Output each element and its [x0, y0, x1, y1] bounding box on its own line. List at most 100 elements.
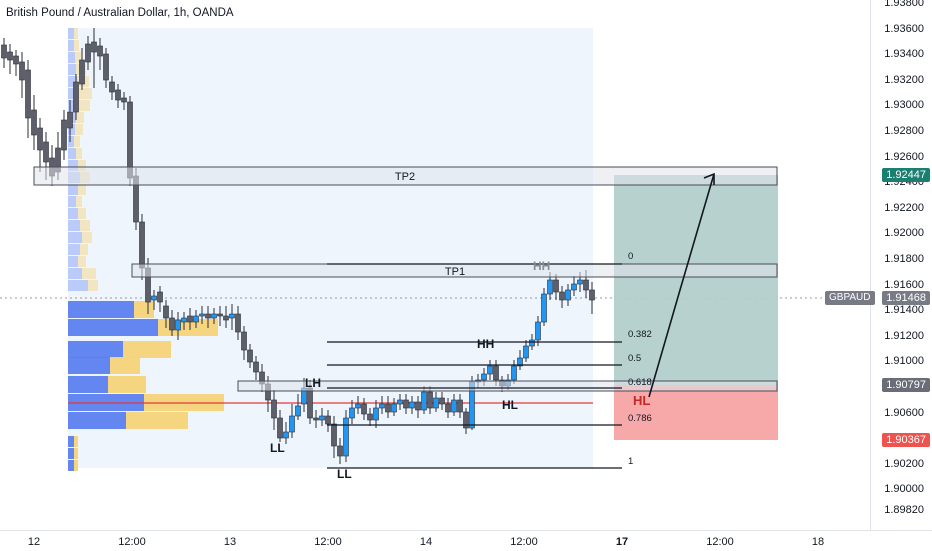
volume-bar-buy [68, 436, 74, 447]
candle-bearish [19, 61, 25, 81]
candle-bullish [379, 403, 385, 409]
candle-bearish [157, 291, 163, 303]
price-axis-label: 1.89820 [884, 504, 924, 516]
price-axis[interactable]: 1.93800 1.93600 1.93400 1.93200 1.93000 1.928… [870, 0, 932, 530]
candle-bearish [97, 45, 103, 57]
candles [1, 28, 595, 464]
fib-05-label: 0.5 [628, 353, 641, 364]
volume-bar-buy [68, 64, 76, 75]
candle-bearish [91, 41, 97, 53]
price-axis-label: 1.93400 [884, 48, 924, 61]
chart-title: British Pound / Australian Dollar, 1h, O… [6, 7, 234, 19]
volume-bar-sell [76, 196, 82, 207]
time-axis-label: 17 [615, 536, 629, 548]
volume-bar-buy [68, 100, 78, 111]
volume-bar-sell [78, 88, 92, 99]
price-chart[interactable]: TP2 TP1 0 0.382 0.5 0.618 0.786 1 HH HH … [0, 0, 870, 530]
volume-bar-sell [75, 124, 83, 135]
fib-retracement[interactable]: 0 0.382 0.5 0.618 0.786 1 [327, 251, 652, 469]
candle-bullish [199, 313, 205, 317]
projection-line[interactable] [648, 173, 715, 398]
candle-bullish [289, 415, 295, 433]
volume-bar-sell [74, 460, 78, 471]
candle-bullish [523, 345, 529, 359]
volume-bar-buy [68, 448, 74, 459]
candle-bearish [235, 313, 241, 333]
candle-bullish [529, 339, 535, 347]
candle-bullish [319, 415, 325, 421]
volume-bar-buy [68, 376, 108, 393]
volume-bar-sell [123, 341, 171, 358]
volume-bar-sell [78, 160, 86, 171]
candle-bullish [397, 399, 403, 405]
volume-bar-buy [68, 220, 80, 231]
volume-bar-buy [68, 357, 110, 374]
volume-bar-buy [68, 196, 76, 207]
price-axis-label: 1.92600 [884, 150, 924, 163]
price-axis-label: 1.91200 [884, 329, 924, 342]
volume-bar-buy [68, 232, 82, 243]
volume-bar-sell [78, 184, 86, 195]
candle-bearish [115, 89, 121, 101]
candle-bearish [361, 403, 367, 415]
tp2-price-tag: 1.92447 [882, 168, 930, 182]
entry-price-tag: 1.90797 [882, 378, 930, 392]
price-axis-label: 1.90600 [884, 406, 924, 419]
price-axis-label: 1.92800 [884, 125, 924, 137]
volume-bar-buy [68, 148, 76, 159]
candle-bearish [61, 119, 67, 151]
lh-label: LH [305, 376, 321, 390]
volume-bar-sell [82, 268, 96, 279]
candle-bearish [439, 397, 445, 405]
entry-zone[interactable] [237, 380, 778, 392]
target-zone [614, 175, 778, 385]
candle-bearish [217, 313, 223, 317]
candle-bearish [253, 361, 259, 373]
time-axis-label: 13 [223, 536, 237, 548]
candle-bearish [277, 417, 283, 439]
candle-bullish [175, 319, 181, 331]
volume-bar-sell [80, 244, 88, 255]
candle-bearish [583, 279, 589, 291]
time-axis-label: 12:00 [706, 536, 734, 548]
volume-bar-buy [68, 40, 74, 51]
volume-bar-sell [74, 136, 80, 147]
volume-bar-sell [74, 448, 78, 459]
candle-bearish [205, 313, 211, 319]
price-axis-label: 1.91800 [884, 253, 924, 265]
candle-bullish [349, 407, 355, 419]
candle-bearish [307, 387, 313, 419]
candle-bearish [337, 445, 343, 457]
candle-bearish [73, 81, 79, 113]
volume-bar-buy [68, 256, 78, 267]
volume-bar-sell [78, 208, 86, 219]
candle-bullish [571, 283, 577, 291]
current-price-tag: 1.91468 [882, 291, 930, 305]
candle-bearish [403, 399, 409, 409]
candle-bearish [367, 413, 373, 421]
volume-bar-buy [68, 244, 80, 255]
candle-bullish [547, 279, 553, 295]
price-axis-label: 1.91400 [884, 304, 924, 317]
candle-bullish [355, 403, 361, 409]
price-axis-label: 1.93200 [884, 73, 924, 86]
price-axis-label: 1.93800 [884, 0, 924, 9]
candle-bearish [325, 415, 331, 425]
price-axis-label: 1.93600 [884, 22, 924, 35]
time-axis[interactable]: 12 12:00 13 12:00 14 12:00 17 12:00 18 [0, 530, 932, 551]
candle-bearish [223, 315, 229, 321]
candle-bearish [187, 315, 193, 323]
ll-label-1: LL [270, 441, 285, 455]
candle-bullish [151, 295, 157, 301]
candle-bullish [421, 391, 427, 411]
candle-bearish [247, 349, 253, 363]
volume-bar-sell [108, 376, 146, 393]
candle-bullish [433, 397, 439, 409]
volume-bar-sell [82, 232, 92, 243]
candle-bullish [193, 315, 199, 323]
volume-bar-buy [68, 208, 78, 219]
tp2-zone[interactable] [33, 166, 778, 186]
price-axis-label: 1.90200 [884, 457, 924, 470]
candle-bullish [517, 357, 523, 367]
candle-bearish [85, 43, 91, 63]
